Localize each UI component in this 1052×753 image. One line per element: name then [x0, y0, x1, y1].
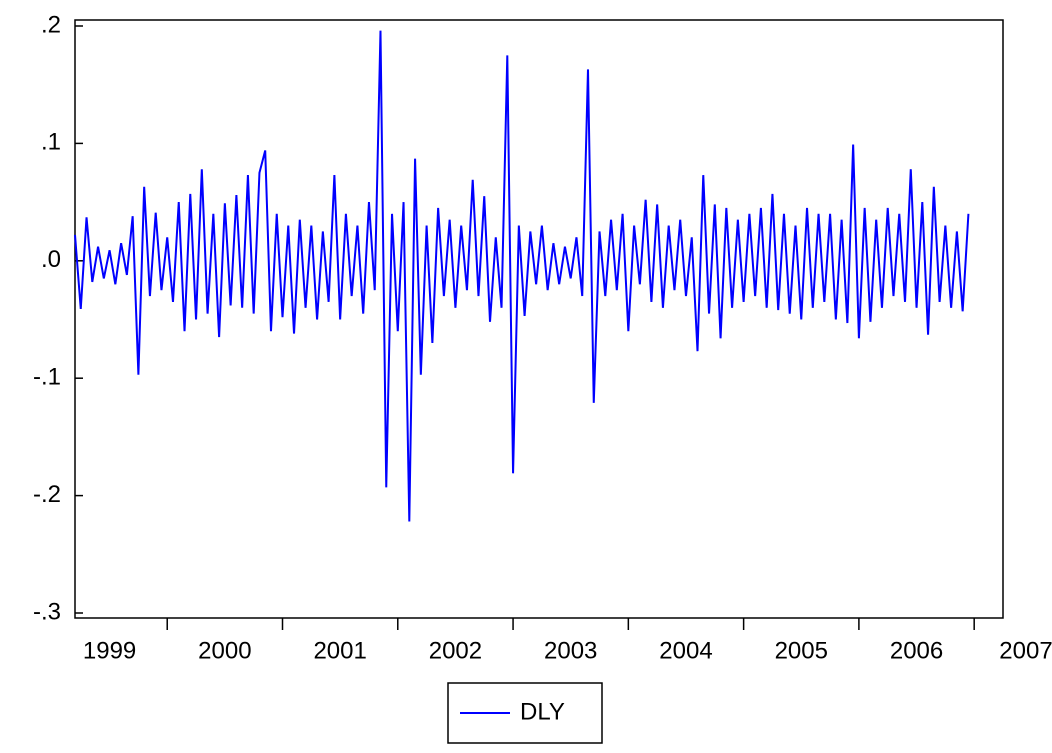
x-tick-label: 2007 [999, 637, 1052, 664]
x-tick-label: 2001 [313, 637, 366, 664]
x-tick-label: 2000 [198, 637, 251, 664]
y-tick-label: -.2 [33, 481, 61, 508]
y-tick-label: .1 [41, 129, 61, 156]
data-line [74, 30, 970, 522]
y-tick-label: .2 [41, 11, 61, 38]
y-tick-label: -.1 [33, 364, 61, 391]
y-tick-label: .0 [41, 246, 61, 273]
x-tick-label: 2006 [890, 637, 943, 664]
x-tick-label: 2003 [544, 637, 597, 664]
x-tick-label: 1999 [83, 637, 136, 664]
legend-label: DLY [520, 698, 565, 725]
y-tick-label: -.3 [33, 598, 61, 625]
plot-frame [74, 19, 1004, 619]
x-tick-label: 2004 [659, 637, 712, 664]
x-tick-label: 2005 [775, 637, 828, 664]
x-tick-label: 2002 [429, 637, 482, 664]
